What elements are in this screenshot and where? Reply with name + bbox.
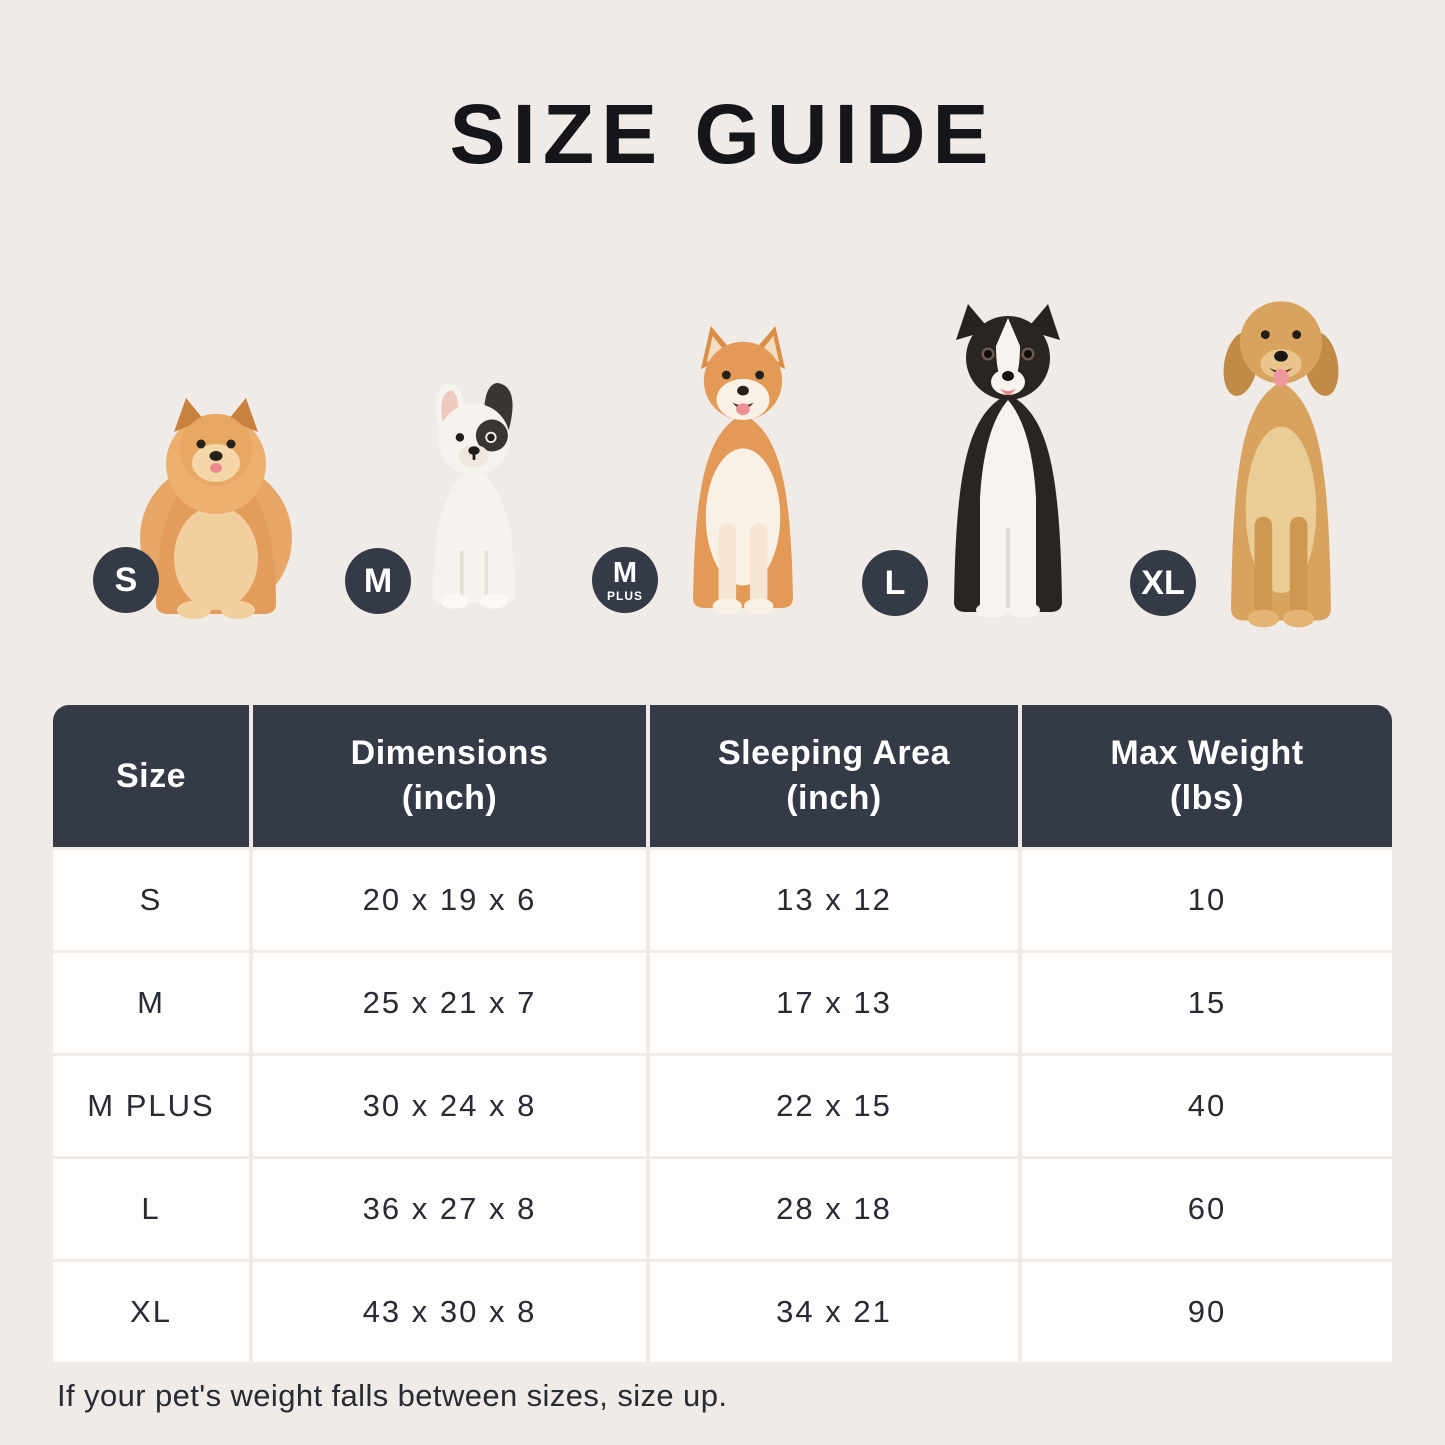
dog-golden-retriever-photo (1188, 276, 1374, 636)
size-badge-l-label: L (884, 564, 906, 602)
table-cell-max-weight-row3: 40 (1022, 1056, 1392, 1156)
table-cell-max-weight-row2: 15 (1022, 953, 1392, 1053)
table-cell-dimensions-row5: 43 x 30 x 8 (253, 1262, 646, 1362)
table-cell-dimensions-row3: 30 x 24 x 8 (253, 1056, 646, 1156)
table-header-max-weight: Max Weight (lbs) (1022, 705, 1392, 847)
dog-pomeranian-photo (116, 386, 316, 626)
pomeranian-illustration (140, 398, 292, 619)
size-badge-xl-label: XL (1141, 564, 1185, 602)
table-cell-sleeping-area-row4: 28 x 18 (650, 1159, 1018, 1259)
size-badge-l: L (862, 550, 928, 616)
dog-shiba-inu-photo (650, 314, 836, 622)
table-cell-dimensions-row4: 36 x 27 x 8 (253, 1159, 646, 1259)
table-header-sleeping-area: Sleeping Area (inch) (650, 705, 1018, 847)
dog-french-bulldog-photo (394, 362, 554, 622)
table-cell-sleeping-area-row1: 13 x 12 (650, 850, 1018, 950)
footnote-text: If your pet's weight falls between sizes… (57, 1378, 728, 1413)
table-cell-dimensions-row2: 25 x 21 x 7 (253, 953, 646, 1053)
table-cell-size-row4: L (53, 1159, 249, 1259)
size-badge-s: S (93, 547, 159, 613)
french-bulldog-illustration (433, 382, 515, 609)
golden-retriever-illustration (1223, 301, 1339, 628)
size-badge-m-plus-sublabel: PLUS (606, 588, 643, 603)
size-badge-m-plus: M PLUS (592, 547, 658, 613)
table-header-dimensions: Dimensions (inch) (253, 705, 646, 847)
table-header-size: Size (53, 705, 249, 847)
table-cell-size-row3: M PLUS (53, 1056, 249, 1156)
table-cell-size-row1: S (53, 850, 249, 950)
size-table: Size Dimensions (inch) Sleeping Area (inch) M… (53, 705, 1392, 1362)
page-title: SIZE GUIDE (449, 87, 996, 181)
size-badge-m: M (345, 548, 411, 614)
size-badge-m-label: M (363, 562, 393, 600)
dog-border-collie-photo (908, 296, 1108, 626)
table-cell-size-row2: M (53, 953, 249, 1053)
table-cell-size-row5: XL (53, 1262, 249, 1362)
shiba-inu-illustration (693, 326, 793, 614)
table-cell-sleeping-area-row3: 22 x 15 (650, 1056, 1018, 1156)
table-cell-dimensions-row1: 20 x 19 x 6 (253, 850, 646, 950)
size-badge-s-label: S (114, 561, 138, 599)
table-cell-max-weight-row4: 60 (1022, 1159, 1392, 1259)
size-badge-xl: XL (1130, 550, 1196, 616)
table-cell-sleeping-area-row2: 17 x 13 (650, 953, 1018, 1053)
table-cell-sleeping-area-row5: 34 x 21 (650, 1262, 1018, 1362)
size-badge-m-plus-label: M (612, 556, 638, 589)
border-collie-illustration (954, 304, 1062, 618)
table-cell-max-weight-row1: 10 (1022, 850, 1392, 950)
table-cell-max-weight-row5: 90 (1022, 1262, 1392, 1362)
